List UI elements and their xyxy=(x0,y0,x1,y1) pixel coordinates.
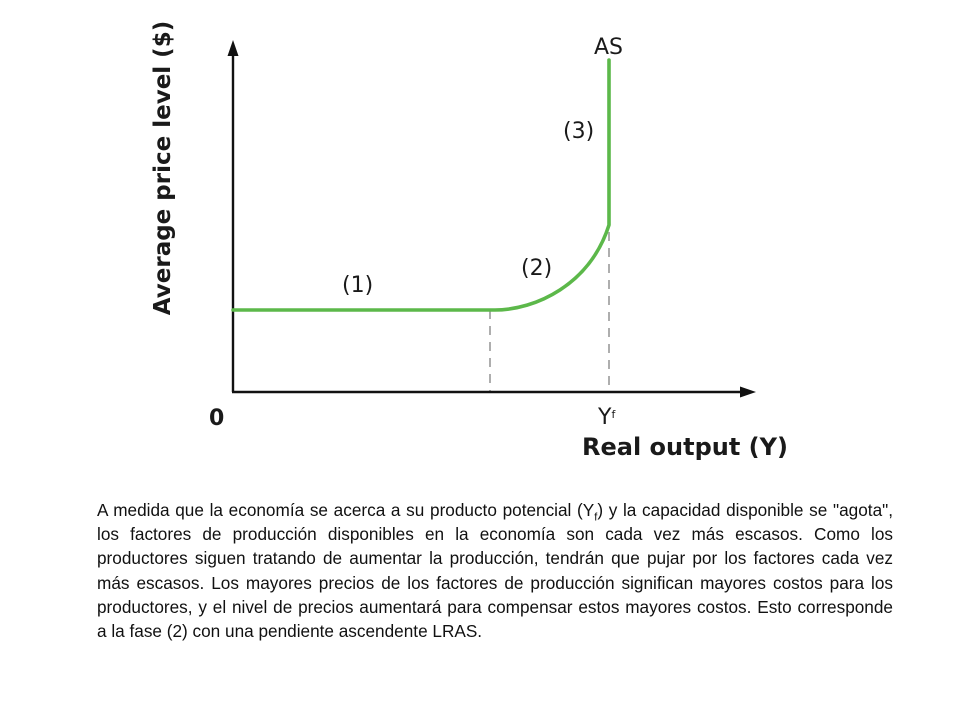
y-axis-arrow xyxy=(227,40,239,56)
caption-text-part2: ) y la capacidad disponible se "agota", … xyxy=(97,500,893,642)
y-axis-label: Average price level ($) xyxy=(150,21,176,315)
aggregate-supply-diagram: Average price level ($) Real output (Y) … xyxy=(150,21,788,461)
caption-text-part1: A medida que la economía se acerca a su … xyxy=(97,500,595,520)
yf-subscript: f xyxy=(611,408,616,421)
phase-label-3: (3) xyxy=(563,119,594,144)
curve-label-as: AS xyxy=(594,35,623,60)
yf-label: Yf xyxy=(597,405,616,430)
phase-label-1: (1) xyxy=(342,273,373,298)
caption-subscript: f xyxy=(594,511,598,524)
x-axis-label: Real output (Y) xyxy=(582,433,788,461)
x-axis-arrow xyxy=(740,386,756,398)
origin-label: 0 xyxy=(209,406,224,431)
caption-paragraph: A medida que la economía se acerca a su … xyxy=(97,498,893,643)
phase-label-2: (2) xyxy=(521,256,552,281)
as-curve xyxy=(231,58,611,312)
